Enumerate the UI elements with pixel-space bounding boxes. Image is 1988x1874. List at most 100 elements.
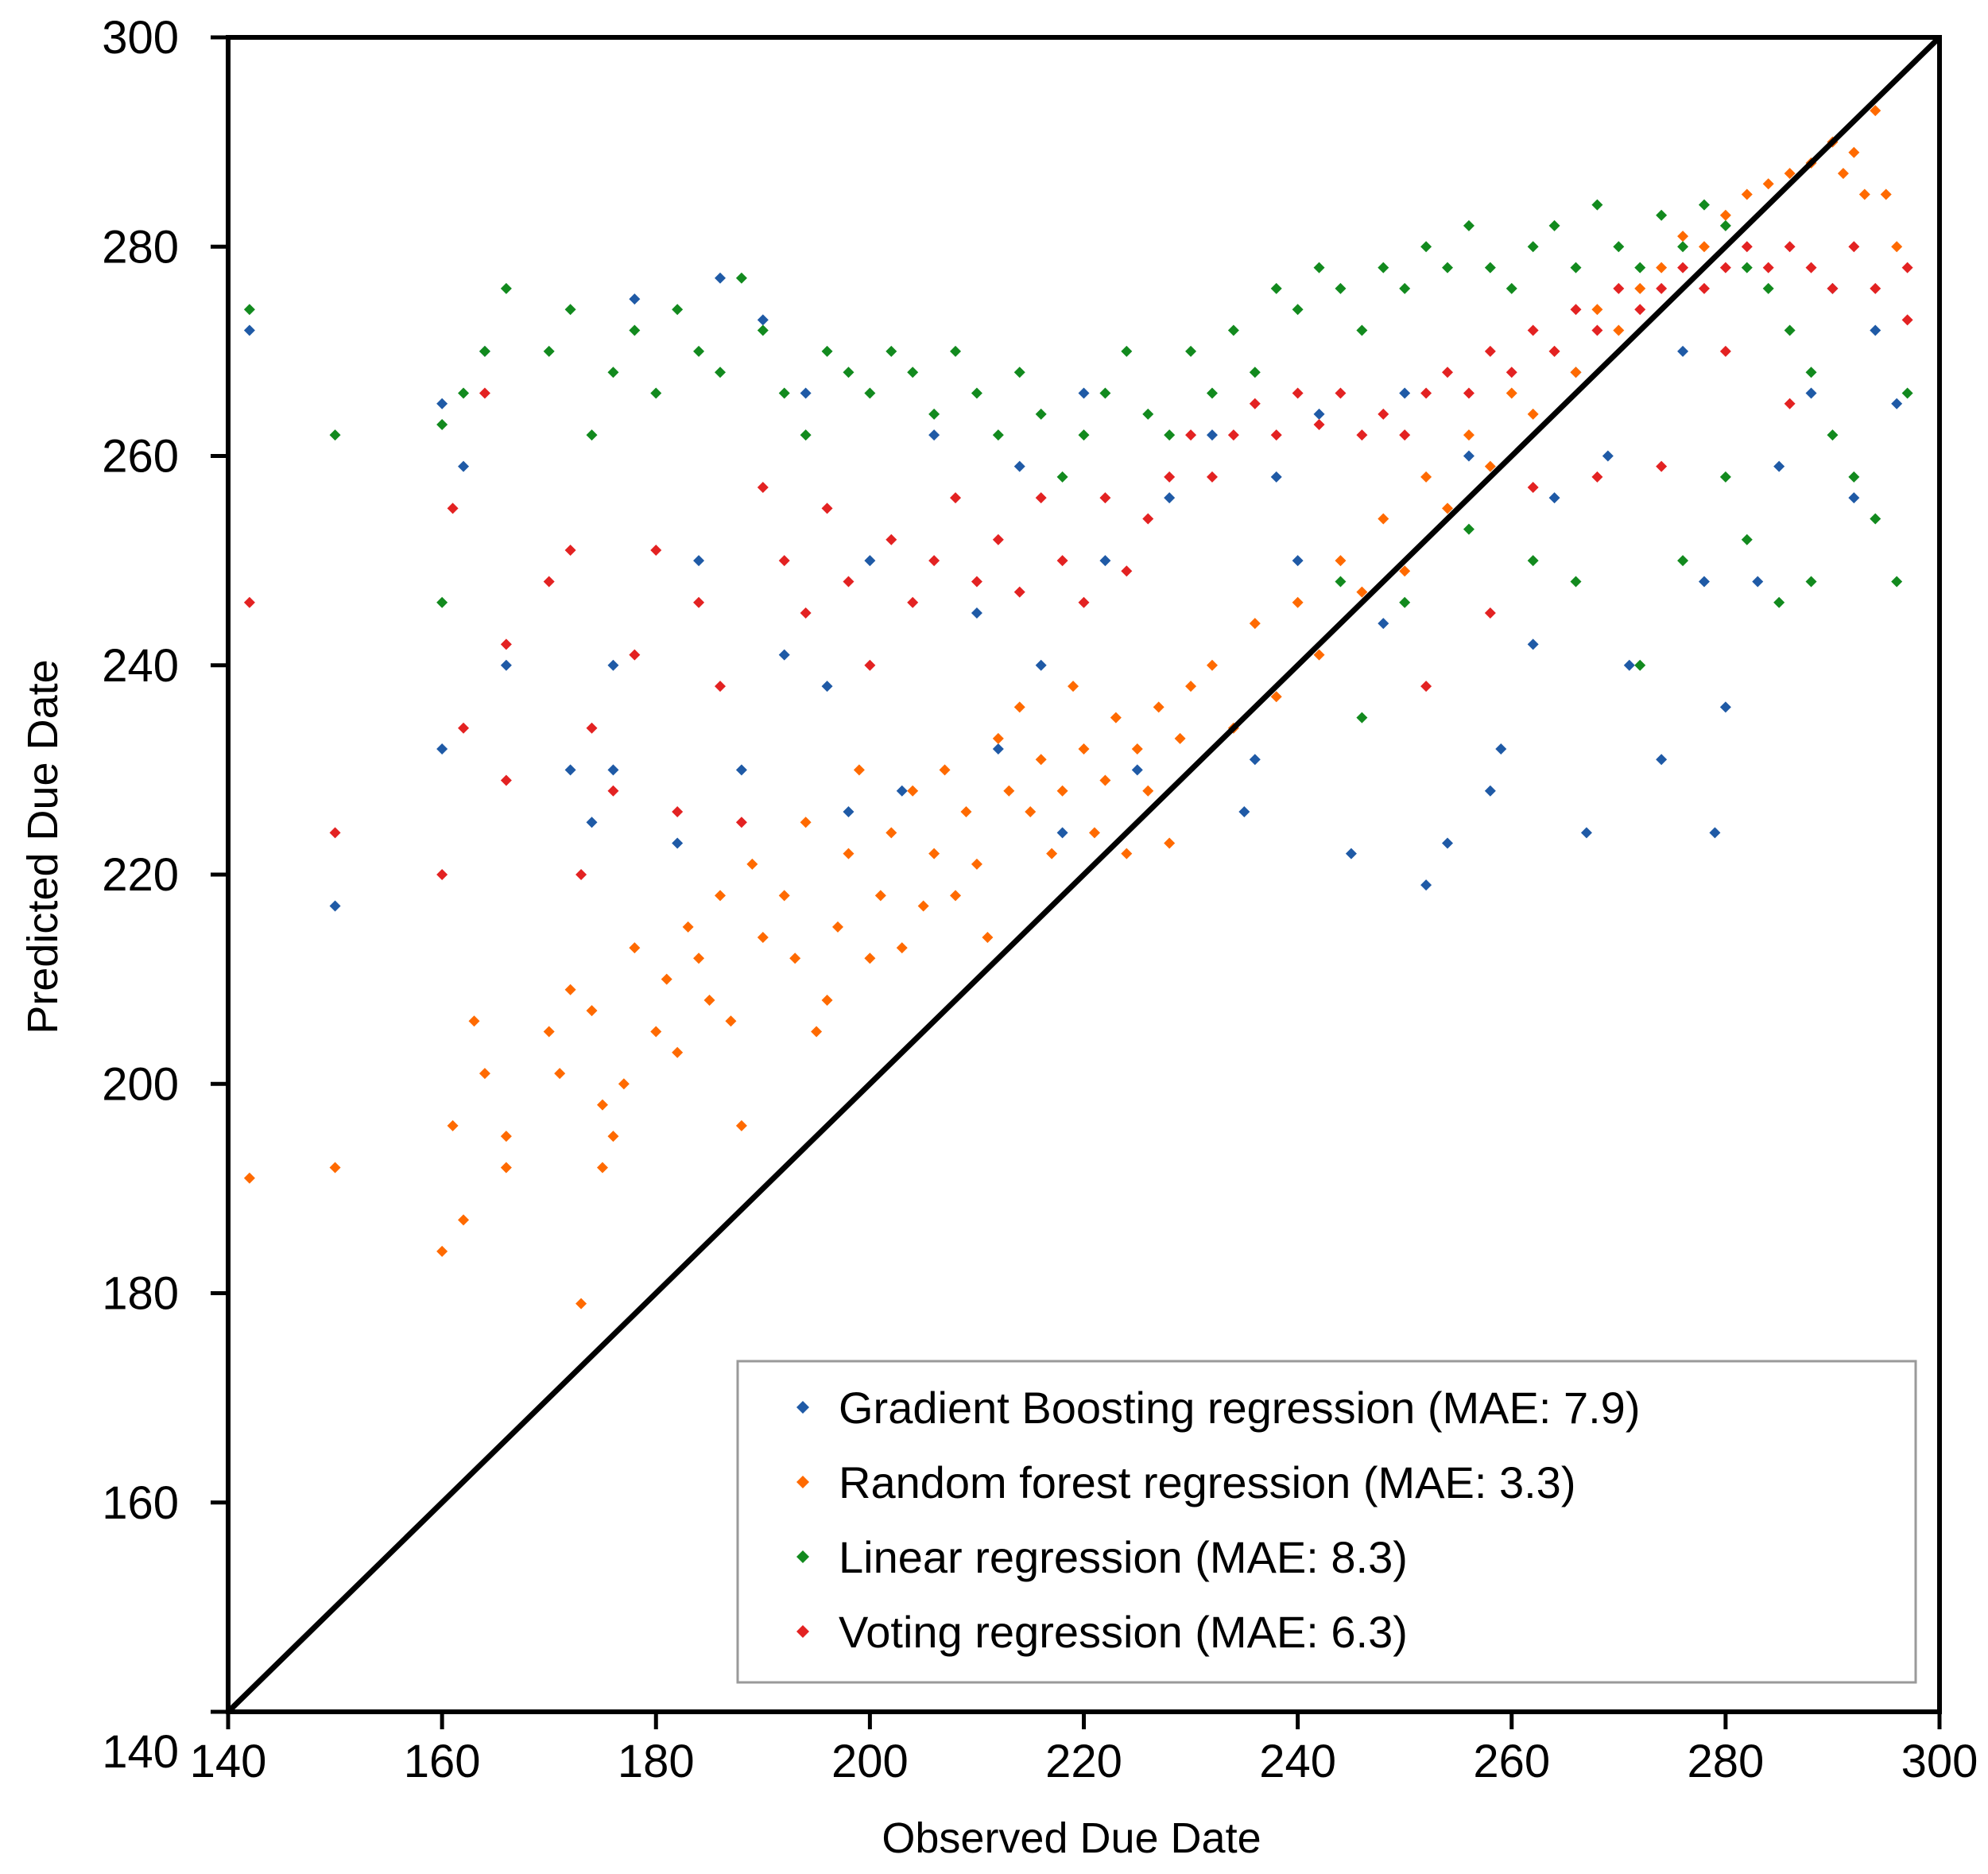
data-point xyxy=(1891,576,1903,588)
data-point xyxy=(1121,565,1133,577)
data-point xyxy=(1784,168,1796,180)
x-tick-label: 280 xyxy=(1687,1736,1764,1787)
data-point xyxy=(789,953,801,964)
data-point xyxy=(564,304,576,316)
data-point xyxy=(1848,492,1860,504)
data-point xyxy=(650,387,662,399)
legend-label: Linear regression (MAE: 8.3) xyxy=(839,1532,1408,1582)
data-point xyxy=(992,732,1004,744)
data-point xyxy=(1506,282,1517,294)
data-point xyxy=(564,544,576,556)
data-point xyxy=(1442,262,1454,274)
data-point xyxy=(885,533,897,545)
data-point xyxy=(618,1078,630,1090)
data-point xyxy=(1870,324,1881,336)
data-point xyxy=(1345,848,1357,859)
data-point xyxy=(575,869,587,880)
legend-box xyxy=(736,1360,1917,1684)
data-point xyxy=(1709,827,1721,839)
data-point xyxy=(458,1214,470,1226)
data-point xyxy=(1046,848,1058,859)
data-point xyxy=(1548,345,1560,357)
data-point xyxy=(864,387,876,399)
data-point xyxy=(1003,785,1015,797)
data-point xyxy=(693,555,705,567)
data-point xyxy=(693,345,705,357)
data-point xyxy=(1591,471,1603,483)
data-point xyxy=(982,931,994,943)
data-point xyxy=(907,367,919,378)
data-point xyxy=(735,817,747,828)
data-point xyxy=(1527,481,1539,493)
data-point xyxy=(1677,231,1689,242)
data-point xyxy=(1035,754,1047,766)
x-axis-title: Observed Due Date xyxy=(882,1814,1261,1862)
data-point xyxy=(479,387,490,399)
data-point xyxy=(1463,429,1475,441)
data-point xyxy=(885,827,897,839)
data-point xyxy=(1548,492,1560,504)
legend-label: Voting regression (MAE: 6.3) xyxy=(839,1607,1408,1657)
data-point xyxy=(1227,324,1239,336)
data-point xyxy=(575,1298,587,1309)
data-point xyxy=(1870,105,1881,117)
data-point xyxy=(1035,659,1047,671)
data-point xyxy=(436,1245,448,1257)
data-point xyxy=(1378,262,1389,274)
data-point xyxy=(1153,701,1165,713)
data-point xyxy=(1292,304,1304,316)
x-tick-label: 300 xyxy=(1901,1736,1978,1787)
data-point xyxy=(329,827,341,839)
data-point xyxy=(1142,513,1154,525)
data-point xyxy=(1891,398,1903,409)
legend-marker xyxy=(796,1401,809,1414)
data-point xyxy=(564,984,576,995)
data-point xyxy=(1025,806,1037,818)
y-tick-label: 180 xyxy=(102,1268,179,1320)
data-point xyxy=(650,544,662,556)
data-point xyxy=(735,272,747,284)
data-point xyxy=(1078,743,1090,755)
identity-line xyxy=(226,35,1942,1714)
data-point xyxy=(436,596,448,608)
data-point xyxy=(1656,754,1668,766)
data-point xyxy=(543,345,555,357)
x-tick-label: 160 xyxy=(404,1736,481,1787)
data-point xyxy=(757,931,769,943)
data-point xyxy=(1078,429,1090,441)
data-point xyxy=(757,314,769,326)
data-point xyxy=(1677,555,1689,567)
data-point xyxy=(1463,387,1475,399)
data-point xyxy=(1784,324,1796,336)
data-point xyxy=(607,785,619,797)
data-point xyxy=(1837,168,1849,180)
data-point xyxy=(1548,219,1560,231)
data-point xyxy=(1484,460,1496,472)
data-point xyxy=(1013,701,1025,713)
data-point xyxy=(1420,681,1432,693)
data-point xyxy=(458,387,470,399)
data-point xyxy=(1784,241,1796,253)
data-point xyxy=(1848,471,1860,483)
data-point xyxy=(1013,460,1025,472)
legend-marker xyxy=(796,1625,809,1638)
series-1 xyxy=(243,272,1903,912)
data-point xyxy=(479,345,490,357)
data-point xyxy=(436,419,448,431)
data-point xyxy=(778,649,790,661)
data-point xyxy=(1580,827,1592,839)
data-point xyxy=(1719,262,1731,274)
data-point xyxy=(1206,429,1218,441)
data-point xyxy=(672,806,684,818)
data-point xyxy=(971,858,982,870)
data-point xyxy=(843,576,854,588)
data-point xyxy=(1013,367,1025,378)
data-point xyxy=(778,387,790,399)
data-point xyxy=(778,555,790,567)
data-point xyxy=(586,1005,598,1017)
data-point xyxy=(800,429,812,441)
x-tick-label: 140 xyxy=(190,1736,267,1787)
data-point xyxy=(629,649,641,661)
data-point xyxy=(1773,460,1785,472)
data-point xyxy=(329,900,341,912)
